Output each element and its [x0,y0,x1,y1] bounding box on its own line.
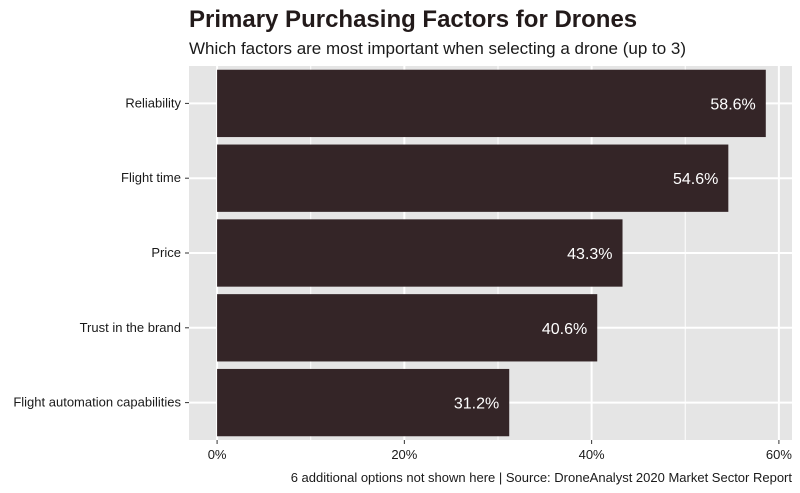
bar-value-label: 40.6% [542,321,587,338]
bar-value-label: 58.6% [710,96,755,113]
bar-value-label: 43.3% [567,246,612,263]
bar [217,368,510,437]
chart-title: Primary Purchasing Factors for Drones [189,6,638,33]
category-label: Price [151,245,181,260]
bar [217,294,598,362]
x-tick-label: 40% [579,447,605,462]
bar-value-label: 31.2% [454,396,499,413]
chart-subtitle: Which factors are most important when se… [189,39,687,58]
category-label: Flight automation capabilities [13,395,181,410]
category-label: Trust in the brand [80,320,181,335]
category-label: Reliability [125,95,181,110]
bar [217,69,766,138]
source-caption: 6 additional options not shown here | So… [290,470,792,485]
x-tick-label: 0% [208,447,227,462]
category-label: Flight time [121,170,181,185]
bar [217,144,729,212]
x-tick-label: 60% [766,447,792,462]
bar [217,219,623,287]
x-tick-label: 20% [391,447,417,462]
bar-value-label: 54.6% [673,171,718,188]
